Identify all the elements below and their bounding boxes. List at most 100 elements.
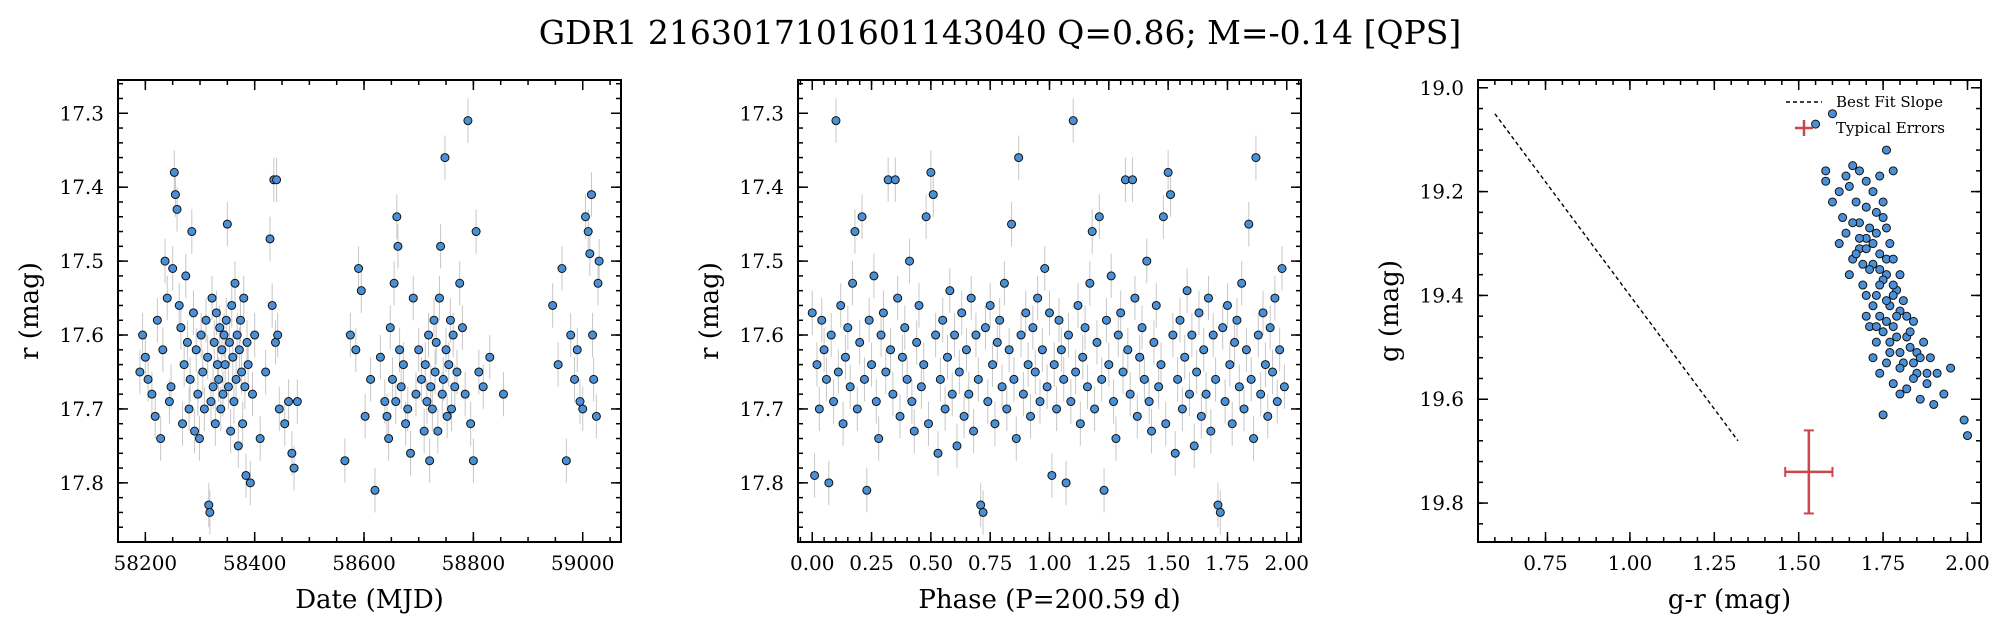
y-axis-label: r (mag) [695, 262, 725, 360]
data-point [1052, 404, 1062, 414]
data-point [1218, 323, 1228, 333]
data-point [840, 352, 850, 362]
data-point [566, 330, 576, 340]
data-point [1881, 316, 1891, 326]
data-point [1861, 311, 1871, 321]
data-point [206, 397, 216, 407]
data-point [272, 175, 282, 185]
data-point [152, 315, 162, 325]
data-point [179, 360, 189, 370]
x-tick-label: 58800 [442, 551, 506, 575]
plot-frame [117, 79, 622, 543]
data-point [1270, 293, 1280, 303]
data-point [360, 411, 370, 421]
data-point [940, 404, 950, 414]
data-point [833, 367, 843, 377]
x-tick-label: 1.25 [1692, 551, 1737, 575]
data-point [1211, 374, 1221, 384]
data-point [969, 426, 979, 436]
data-point [1101, 315, 1111, 325]
y-tick-label: 19.6 [1419, 387, 1464, 411]
x-tick-label: 0.25 [849, 551, 894, 575]
data-point [1220, 397, 1230, 407]
data-point [406, 448, 416, 458]
data-point [227, 300, 237, 310]
data-point [188, 308, 198, 318]
data-point [166, 382, 176, 392]
data-point [1827, 109, 1837, 119]
data-point [1180, 352, 1190, 362]
data-point [829, 397, 839, 407]
data-point [1838, 213, 1848, 223]
data-point [1004, 345, 1014, 355]
data-point [575, 397, 585, 407]
data-point [222, 219, 232, 229]
data-point [1018, 389, 1028, 399]
data-point [1137, 323, 1147, 333]
data-point [375, 352, 385, 362]
data-point [594, 256, 604, 266]
data-point [1163, 167, 1173, 177]
data-point [1082, 382, 1092, 392]
y-tick-label: 17.8 [739, 471, 784, 495]
data-point [162, 293, 172, 303]
x-tick-label: 0.00 [790, 551, 835, 575]
data-point [1087, 227, 1097, 237]
data-point [430, 367, 440, 377]
data-point [214, 374, 224, 384]
data-point [250, 330, 260, 340]
data-point [983, 397, 993, 407]
data-point [1861, 244, 1871, 254]
data-point [1959, 415, 1969, 425]
data-point [933, 448, 943, 458]
data-point [242, 337, 252, 347]
data-point [1028, 323, 1038, 333]
data-point [819, 345, 829, 355]
data-point [561, 456, 571, 466]
data-point [245, 478, 255, 488]
data-point [990, 419, 1000, 429]
data-point [284, 397, 294, 407]
data-point [1021, 308, 1031, 318]
data-point [1054, 315, 1064, 325]
data-point [1222, 300, 1232, 310]
x-tick-label: 1.00 [1027, 551, 1072, 575]
data-point [444, 360, 454, 370]
data-point [585, 249, 595, 259]
data-point [586, 190, 596, 200]
data-point [836, 300, 846, 310]
data-point [211, 308, 221, 318]
data-point [1861, 290, 1871, 300]
data-point [265, 234, 275, 244]
data-point [452, 367, 462, 377]
data-point [831, 116, 841, 126]
data-point [147, 389, 157, 399]
data-point [1888, 290, 1898, 300]
data-point [204, 500, 214, 510]
data-point [255, 434, 265, 444]
data-point [170, 190, 180, 200]
data-point [1042, 382, 1052, 392]
data-point [1905, 342, 1915, 352]
data-point [384, 434, 394, 444]
data-point [900, 323, 910, 333]
data-point [1196, 411, 1206, 421]
data-point [871, 397, 881, 407]
data-point [1116, 308, 1126, 318]
data-point [999, 278, 1009, 288]
data-point [964, 389, 974, 399]
data-point [205, 507, 215, 517]
data-point [1922, 379, 1932, 389]
data-point [292, 397, 302, 407]
data-point [241, 470, 251, 480]
data-point [591, 411, 601, 421]
legend-slope-label: Best Fit Slope [1836, 93, 1943, 111]
data-point [370, 485, 380, 495]
data-point [1881, 358, 1891, 368]
data-point [457, 323, 467, 333]
data-point [588, 330, 598, 340]
data-point [193, 389, 203, 399]
data-point [380, 397, 390, 407]
data-point [187, 227, 197, 237]
